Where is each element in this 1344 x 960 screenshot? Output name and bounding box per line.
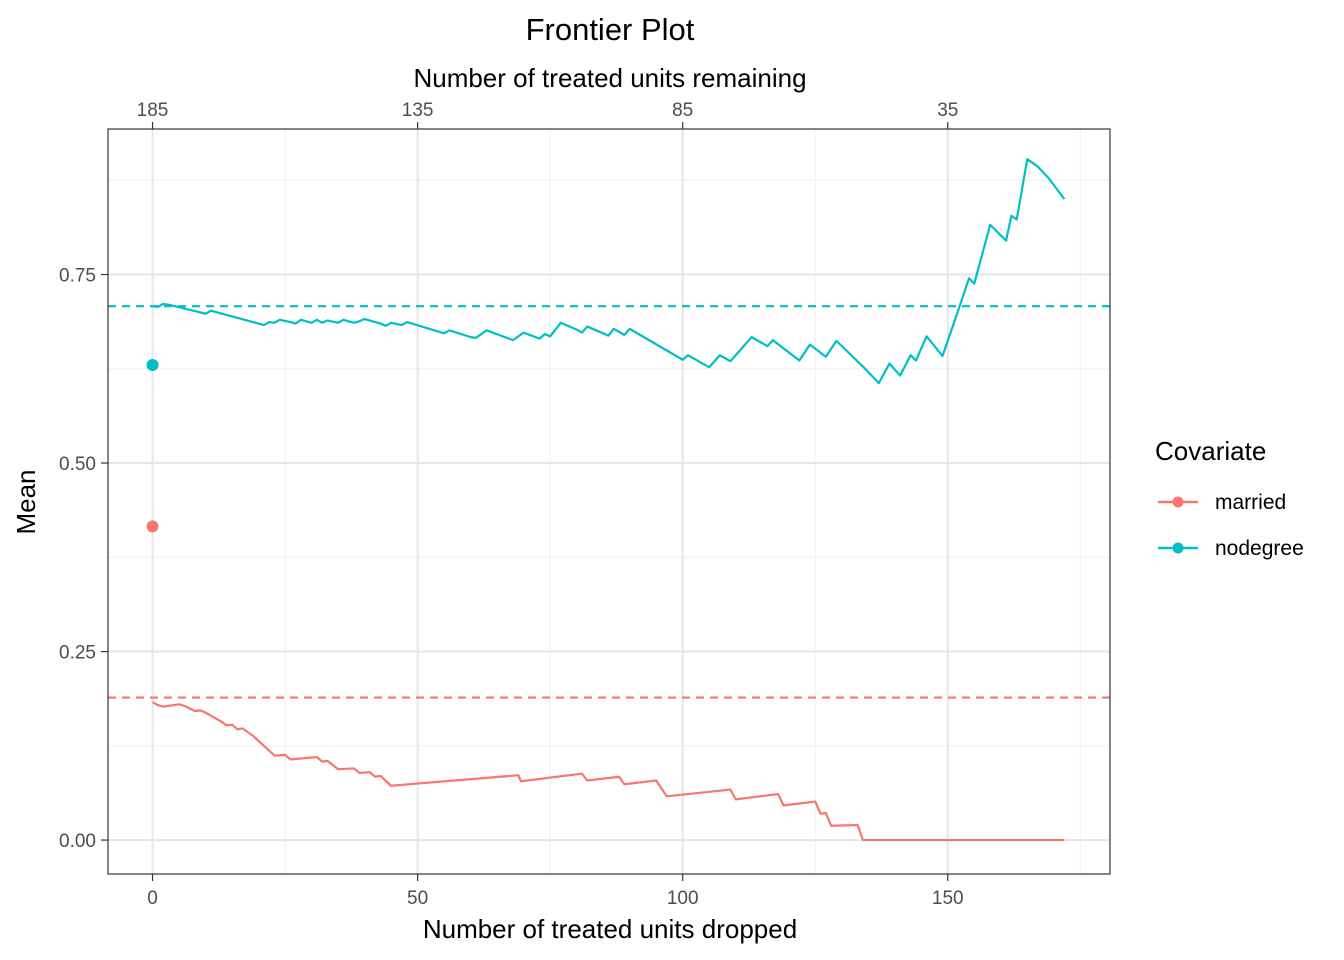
legend-label-nodegree: nodegree <box>1215 537 1304 560</box>
x2-tick-label: 135 <box>402 100 434 121</box>
chart-title: Frontier Plot <box>526 12 695 47</box>
series-line-nodegree <box>152 158 1066 385</box>
y-tick-label: 0.50 <box>59 454 96 475</box>
start-point-nodegree <box>146 359 159 372</box>
series-line-married <box>151 701 1065 842</box>
x2-axis-ticks: 185 135 85 35 <box>137 100 958 129</box>
x-tick-label: 150 <box>932 888 964 909</box>
legend-key-point-nodegree <box>1172 542 1184 554</box>
legend-title: Covariate <box>1155 436 1266 466</box>
y-tick-label: 0.75 <box>59 266 96 287</box>
y-tick-label: 0.00 <box>59 831 96 852</box>
start-point-married <box>146 520 159 533</box>
x2-tick-label: 35 <box>937 100 958 121</box>
y-tick-label: 0.25 <box>59 643 96 664</box>
x-tick-label: 0 <box>147 888 158 909</box>
x-axis-ticks: 0 50 100 150 <box>147 874 964 909</box>
start-points <box>146 359 159 533</box>
x-tick-label: 50 <box>407 888 428 909</box>
x2-tick-label: 185 <box>137 100 169 121</box>
panel-border <box>107 128 1111 875</box>
legend-label-married: married <box>1215 491 1286 514</box>
x2-axis-title: Number of treated units remaining <box>413 63 806 93</box>
legend-key-nodegree <box>1158 542 1198 554</box>
legend-key-married <box>1158 496 1198 508</box>
x-tick-label: 100 <box>667 888 699 909</box>
y-axis-ticks: 0.00 0.25 0.50 0.75 <box>59 266 108 852</box>
legend-key-point-married <box>1172 496 1184 508</box>
x2-tick-label: 85 <box>672 100 693 121</box>
series-lines <box>151 158 1066 842</box>
legend: Covariate married nodegree <box>1155 436 1304 560</box>
y-axis-title: Mean <box>11 469 41 534</box>
x-axis-title: Number of treated units dropped <box>423 914 797 944</box>
